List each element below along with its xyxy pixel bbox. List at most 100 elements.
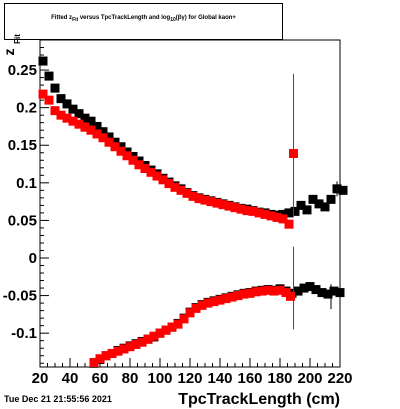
- data-point-lower: [137, 337, 147, 347]
- data-point-upper: [62, 113, 72, 123]
- data-point-lower: [257, 286, 267, 296]
- data-point-lower: [161, 325, 171, 335]
- data-point-lower: [311, 285, 321, 295]
- x-tick-label: 120: [177, 370, 202, 387]
- data-point-lower: [286, 291, 295, 301]
- data-point-lower: [299, 283, 309, 293]
- data-point-upper: [74, 119, 84, 129]
- data-point-lower: [173, 319, 183, 329]
- y-axis-title: z Fit: [1, 34, 22, 56]
- data-point-upper: [314, 199, 324, 209]
- chart-title-box: Fitted zFit versus TpcTrackLength and lo…: [4, 3, 283, 40]
- data-point-upper: [308, 194, 318, 204]
- data-point-upper: [272, 212, 282, 222]
- y-tick-label: 0.1: [16, 175, 37, 192]
- data-point-upper: [68, 104, 78, 114]
- y-tick-label: 0.25: [8, 62, 37, 79]
- data-point-upper: [140, 164, 150, 174]
- plot-frame: [39, 39, 341, 368]
- data-point-upper: [80, 122, 90, 132]
- data-point-upper: [122, 151, 132, 161]
- y-tick-label: 0.05: [8, 212, 37, 229]
- data-point-lower: [197, 300, 207, 310]
- x-tick-label: 160: [237, 370, 262, 387]
- y-tick-label: 0.15: [8, 137, 37, 154]
- data-point-upper: [44, 95, 54, 105]
- data-point-lower: [269, 286, 279, 296]
- data-point-upper: [164, 179, 174, 189]
- x-tick-label: 20: [32, 370, 49, 387]
- data-point-upper: [80, 113, 90, 123]
- data-point-upper: [170, 182, 180, 192]
- data-point-upper: [200, 195, 210, 205]
- x-tick-label: 80: [122, 370, 139, 387]
- data-point-lower: [149, 331, 159, 341]
- data-point-lower: [329, 286, 339, 296]
- x-tick-label: 220: [327, 370, 352, 387]
- data-point-upper: [224, 201, 234, 211]
- timestamp: Tue Dec 21 21:55:56 2021: [4, 394, 112, 404]
- x-tick-label: 140: [207, 370, 232, 387]
- data-point-upper: [260, 209, 270, 219]
- data-point-lower: [119, 344, 129, 354]
- data-point-upper: [266, 211, 276, 221]
- data-point-lower: [125, 342, 135, 352]
- x-tick-label: 60: [92, 370, 109, 387]
- data-point-lower: [293, 286, 303, 296]
- data-point-upper: [116, 142, 126, 152]
- data-point-upper: [242, 206, 252, 216]
- data-point-lower: [251, 287, 261, 297]
- data-point-upper: [284, 208, 294, 218]
- svg-text:z: z: [1, 49, 17, 56]
- data-point-lower: [227, 292, 237, 302]
- data-point-lower: [323, 289, 333, 299]
- data-point-lower: [185, 308, 195, 318]
- data-point-upper: [86, 116, 96, 126]
- data-point-upper: [98, 133, 108, 143]
- x-tick-label: 100: [147, 370, 172, 387]
- data-point-upper: [50, 106, 60, 116]
- data-point-upper: [278, 209, 288, 219]
- data-point-lower: [179, 314, 189, 324]
- data-point-lower: [335, 288, 345, 298]
- y-tick-label: 0.2: [16, 100, 37, 117]
- x-tick-label: 200: [297, 370, 322, 387]
- data-point-upper: [104, 132, 114, 142]
- data-point-upper: [38, 89, 48, 99]
- data-point-lower: [245, 288, 255, 298]
- data-point-upper: [254, 208, 264, 218]
- data-point-upper: [284, 219, 294, 229]
- data-point-lower: [143, 334, 153, 344]
- data-point-upper: [206, 197, 216, 207]
- data-point-upper: [212, 198, 222, 208]
- data-point-lower: [215, 295, 225, 305]
- data-point-upper: [248, 206, 258, 216]
- data-point-lower: [209, 297, 219, 307]
- x-axis-title: TpcTrackLength (cm): [178, 391, 340, 408]
- data-point-upper: [86, 125, 96, 135]
- data-point-upper: [182, 188, 192, 198]
- data-point-upper: [230, 203, 240, 213]
- data-point-upper: [110, 137, 120, 147]
- data-point-lower: [317, 288, 327, 298]
- data-point-upper: [152, 171, 162, 181]
- x-tick-label: 40: [62, 370, 79, 387]
- data-point-upper: [44, 71, 54, 81]
- data-point-upper: [326, 194, 336, 204]
- data-point-upper: [158, 175, 168, 185]
- data-point-lower: [107, 348, 117, 358]
- data-point-lower: [305, 282, 315, 292]
- data-point-upper: [338, 185, 348, 195]
- data-point-lower: [95, 354, 105, 364]
- data-point-upper: [236, 204, 246, 214]
- data-point-lower: [239, 289, 249, 299]
- data-point-lower: [89, 357, 99, 367]
- data-point-upper: [74, 109, 84, 119]
- data-point-lower: [113, 346, 123, 356]
- data-point-upper: [128, 155, 138, 165]
- data-point-upper: [62, 99, 72, 109]
- data-point-lower: [101, 351, 111, 361]
- data-point-upper: [68, 116, 78, 126]
- data-point-upper: [296, 200, 306, 210]
